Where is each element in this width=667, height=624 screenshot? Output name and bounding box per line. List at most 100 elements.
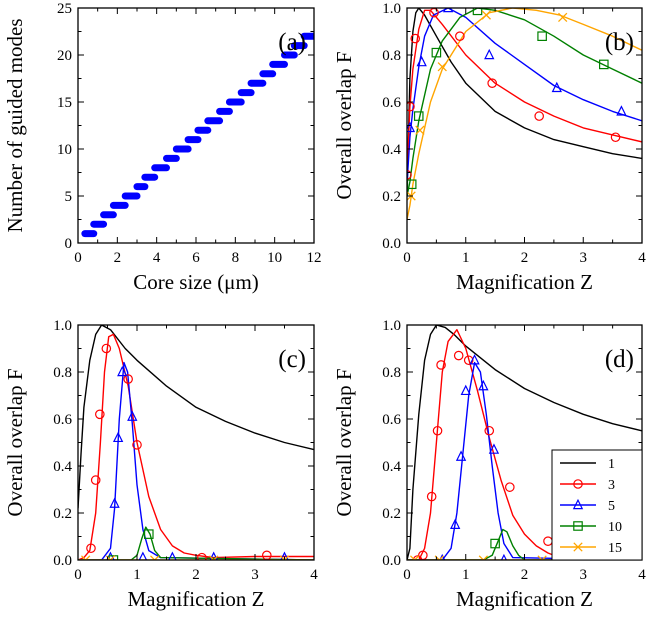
x-tick-label: 2 — [114, 250, 122, 266]
y-axis-label: Overall overlap F — [3, 368, 27, 516]
series-marker-3-0 — [407, 170, 412, 180]
legend-label: 1 — [608, 457, 615, 472]
y-axis-label: Overall overlap F — [332, 368, 356, 516]
y-tick-label: 0.6 — [53, 412, 72, 428]
series-line-10 — [78, 526, 314, 560]
series-marker-5-5 — [478, 379, 489, 391]
series-marker-10-4 — [537, 31, 547, 41]
x-tick-label: 0 — [403, 567, 411, 583]
series-marker-3-3 — [101, 343, 112, 354]
x-tick-label: 4 — [638, 250, 646, 266]
series-marker-3-2 — [410, 33, 421, 44]
y-tick-label: 10 — [57, 142, 72, 158]
y-tick-label: 0 — [65, 236, 73, 252]
legend-entry-1: 1 — [560, 457, 615, 472]
series-line-1 — [407, 8, 642, 197]
x-tick-label: 3 — [580, 567, 588, 583]
series-marker-10-5 — [599, 59, 609, 70]
series-marker-10-1 — [144, 529, 154, 539]
x-tick-label: 0 — [74, 567, 82, 583]
x-tick-label: 1 — [133, 567, 141, 583]
series-marker-3-6 — [463, 355, 474, 366]
series-line-10 — [407, 528, 642, 560]
y-tick-label: 0.4 — [382, 142, 401, 158]
series-marker-3-9 — [543, 536, 553, 546]
series-line-10 — [407, 8, 642, 197]
x-tick-label: 4 — [638, 567, 646, 583]
series-marker-3-7 — [610, 132, 621, 143]
plot-area — [78, 325, 314, 560]
series-marker-5-2 — [112, 431, 124, 443]
x-tick-label: 3 — [580, 250, 588, 266]
legend-entry-3: 3 — [560, 478, 615, 493]
y-tick-label: 0.0 — [382, 553, 401, 569]
series-marker-15-2 — [437, 62, 447, 72]
y-tick-label: 5 — [65, 189, 73, 205]
series-marker-15-2 — [150, 555, 160, 560]
y-tick-label: 1.0 — [53, 318, 72, 334]
series-marker-3-4 — [436, 360, 446, 370]
x-tick-label: 1 — [462, 250, 470, 266]
y-axis-label: Number of guided modes — [3, 18, 27, 232]
legend-swatch-marker — [573, 521, 583, 531]
panel-tag: (b) — [605, 29, 634, 56]
series-marker-15-0 — [409, 555, 420, 560]
series-marker-3-7 — [262, 550, 272, 560]
series-marker-3-6 — [197, 552, 207, 560]
series-marker-5-4 — [127, 410, 138, 421]
series-marker-3-6 — [534, 111, 544, 121]
x-tick-label: 8 — [232, 250, 240, 266]
series-marker-5-1 — [109, 497, 120, 508]
series-marker-10-1 — [413, 111, 424, 121]
series-marker-5-4 — [551, 81, 562, 93]
x-tick-label: 2 — [521, 567, 529, 583]
y-tick-label: 0.2 — [382, 189, 401, 205]
y-tick-label: 0.8 — [382, 365, 401, 381]
y-tick-label: 0.6 — [382, 95, 401, 111]
y-tick-label: 0.6 — [382, 412, 401, 428]
legend-entry-5: 5 — [560, 498, 615, 514]
y-tick-label: 0.0 — [53, 553, 72, 569]
y-axis-label: Overall overlap F — [332, 51, 356, 199]
y-tick-label: 0.0 — [382, 236, 401, 252]
plot-area — [81, 32, 314, 238]
y-tick-label: 0.4 — [53, 459, 72, 475]
series-line-5 — [407, 8, 642, 185]
x-tick-label: 4 — [153, 250, 161, 266]
series-marker-3-2 — [426, 491, 437, 502]
legend-label: 3 — [608, 478, 615, 493]
x-axis-label: Core size (μm) — [133, 270, 259, 294]
y-tick-label: 0.2 — [382, 506, 401, 522]
series-marker-5-5 — [138, 551, 148, 560]
legend: 1 3 5 10 15 — [551, 449, 643, 561]
series-line-5 — [78, 361, 314, 560]
series-marker-5-2 — [455, 450, 467, 461]
panel-tag: (c) — [278, 346, 306, 373]
series-marker-3-7 — [484, 425, 495, 436]
series-line-1 — [407, 325, 642, 560]
x-tick-label: 1 — [462, 567, 470, 583]
y-tick-label: 25 — [57, 1, 72, 17]
series-marker-3-4 — [123, 374, 133, 384]
x-axis-label: Magnification Z — [456, 587, 593, 611]
x-axis-label: Magnification Z — [127, 587, 264, 611]
x-tick-label: 0 — [74, 250, 82, 266]
panel-tag: (d) — [605, 346, 634, 373]
x-tick-label: 0 — [403, 250, 411, 266]
series-marker-5-3 — [117, 365, 128, 377]
series-marker-10-0 — [490, 538, 500, 549]
series-marker-5-6 — [488, 443, 500, 454]
series-marker-3-8 — [505, 482, 515, 492]
series-marker-15-4 — [279, 555, 290, 560]
y-tick-label: 0.4 — [382, 459, 401, 475]
series-marker-5-3 — [460, 384, 471, 396]
y-tick-label: 0.8 — [53, 365, 72, 381]
series-marker-10-3 — [472, 8, 483, 16]
legend-swatch-marker — [573, 479, 583, 489]
series-marker-15-4 — [558, 12, 568, 23]
series-marker-5-6 — [168, 551, 177, 560]
legend-entry-10: 10 — [560, 520, 622, 535]
x-axis-label: Magnification Z — [456, 270, 593, 294]
y-tick-label: 0.8 — [382, 48, 401, 64]
series-marker-5-0 — [407, 121, 416, 133]
